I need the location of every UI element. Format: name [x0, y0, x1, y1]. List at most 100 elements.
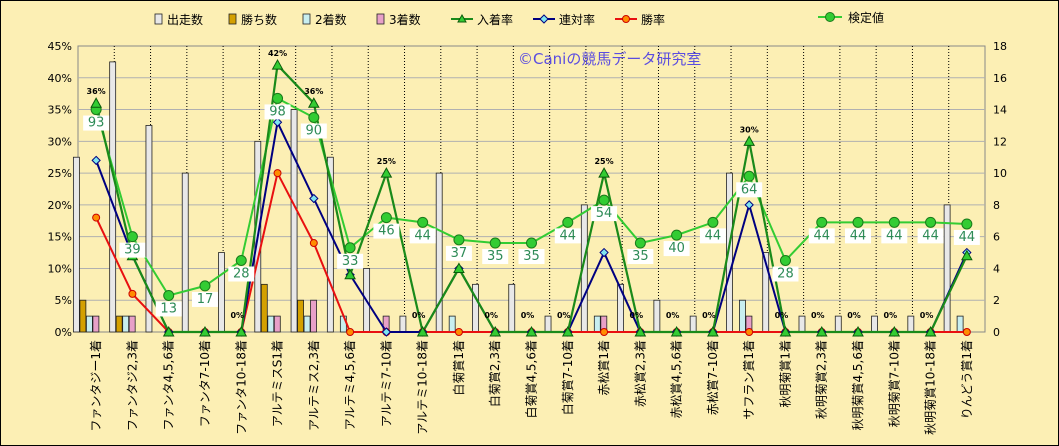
left-tick-label: 45%: [48, 40, 72, 53]
bar-出走数: [653, 299, 661, 333]
score-label: 98: [269, 104, 286, 119]
point-勝率: [346, 328, 355, 336]
score-label: 33: [342, 254, 359, 269]
bar-2着数: [739, 299, 746, 333]
zero-label: 0%: [412, 311, 426, 320]
category-label: ファンタジー1着: [88, 340, 103, 432]
legend-marker: [622, 15, 630, 23]
category-label: 秋明菊賞4,5,6着: [850, 340, 865, 431]
score-label-box: [83, 115, 110, 131]
point-入着率: [743, 135, 756, 146]
legend-swatch-勝ち数: [228, 13, 237, 25]
legend-label: 勝率: [641, 12, 665, 27]
left-tick-label: 20%: [48, 199, 72, 212]
point-検定値: [526, 237, 537, 249]
bar-勝ち数: [260, 283, 268, 333]
point-検定値: [163, 289, 175, 301]
point-検定値: [235, 255, 247, 266]
bar-出走数: [472, 283, 479, 333]
zero-label: 0%: [557, 311, 571, 320]
score-label: 44: [850, 228, 867, 243]
score-label: 28: [233, 267, 250, 282]
score-label-box: [554, 228, 581, 244]
bar-3着数: [273, 315, 281, 333]
point-検定値: [925, 216, 937, 228]
right-tick-label: 2: [993, 294, 1000, 307]
score-label-box: [663, 241, 690, 257]
score-label: 44: [414, 228, 431, 243]
point-検定値: [634, 237, 646, 249]
score-label-box: [808, 228, 835, 244]
score-label: 17: [197, 292, 214, 307]
bar-3着数: [92, 315, 100, 333]
score-label: 35: [487, 249, 504, 264]
zero-label: 0%: [920, 311, 934, 320]
point-勝率: [273, 169, 282, 178]
category-label: 秋明菊賞10-18着: [923, 340, 938, 435]
bar-出走数: [145, 125, 153, 333]
legend-marker: [457, 13, 467, 23]
point-入着率: [380, 167, 393, 178]
left-tick-label: 35%: [48, 104, 72, 117]
point-検定値: [380, 212, 392, 224]
point-入着率: [162, 325, 175, 337]
plot-area: [77, 45, 986, 333]
category-label: アルテミス2,3着: [306, 340, 321, 431]
point-入着率: [924, 325, 937, 337]
category-label: 秋明菊賞2,3着: [814, 340, 829, 419]
score-label-box: [591, 206, 618, 222]
point-勝率: [600, 328, 609, 336]
bar-出走数: [798, 315, 806, 333]
category-label: アルテミスS1着: [270, 340, 285, 427]
legend-label: 2着数: [315, 12, 347, 27]
score-label-box: [373, 223, 400, 239]
point-検定値: [489, 237, 501, 249]
score-label: 44: [886, 228, 903, 243]
point-入着率: [525, 325, 538, 337]
score-label: 44: [560, 228, 577, 243]
right-tick-label: 6: [993, 231, 1000, 244]
category-label: ファンタ10-18着: [233, 340, 248, 435]
bar-出走数: [689, 315, 697, 333]
point-入着率: [271, 59, 284, 70]
category-label: 秋明菊賞7-10着: [886, 340, 901, 427]
point-検定値: [707, 216, 719, 228]
score-label: 39: [124, 243, 141, 258]
category-label: 赤松賞1着: [596, 340, 611, 396]
score-label-box: [736, 182, 763, 198]
right-tick-label: 16: [993, 72, 1007, 85]
bar-出走数: [544, 315, 552, 333]
point-入着率: [416, 325, 429, 337]
score-label-box: [518, 249, 545, 265]
category-label: ファンタ7-10着: [197, 340, 212, 427]
category-label: アルテミ10-18着: [415, 340, 430, 435]
point-検定値: [417, 216, 429, 228]
category-label: ファンタ4,5,6着: [161, 340, 176, 431]
point-検定値: [199, 280, 211, 292]
legend-label: 出走数: [167, 12, 203, 27]
zero-label: 0%: [666, 311, 680, 320]
score-label: 40: [668, 241, 685, 256]
point-検定値: [562, 216, 574, 228]
bar-出走数: [399, 315, 407, 333]
score-label: 13: [160, 301, 177, 316]
point-連対率: [309, 193, 319, 204]
left-tick-label: 10%: [48, 262, 72, 275]
left-tick-label: 25%: [48, 167, 72, 180]
score-label: 46: [378, 224, 395, 239]
point-勝率: [128, 289, 137, 298]
bar-2着数: [122, 315, 130, 333]
score-label: 93: [88, 116, 105, 131]
point-入着率: [453, 262, 465, 273]
point-入着率: [779, 325, 792, 337]
right-tick-label: 10: [993, 167, 1007, 180]
score-label-box: [699, 228, 726, 244]
score-label-box: [119, 242, 146, 258]
point-検定値: [961, 218, 973, 230]
point-入着率: [489, 325, 502, 337]
score-label-box: [264, 104, 291, 120]
zero-label: 0%: [230, 311, 244, 320]
point-検定値: [453, 234, 465, 246]
legend-swatch-出走数: [154, 13, 163, 25]
